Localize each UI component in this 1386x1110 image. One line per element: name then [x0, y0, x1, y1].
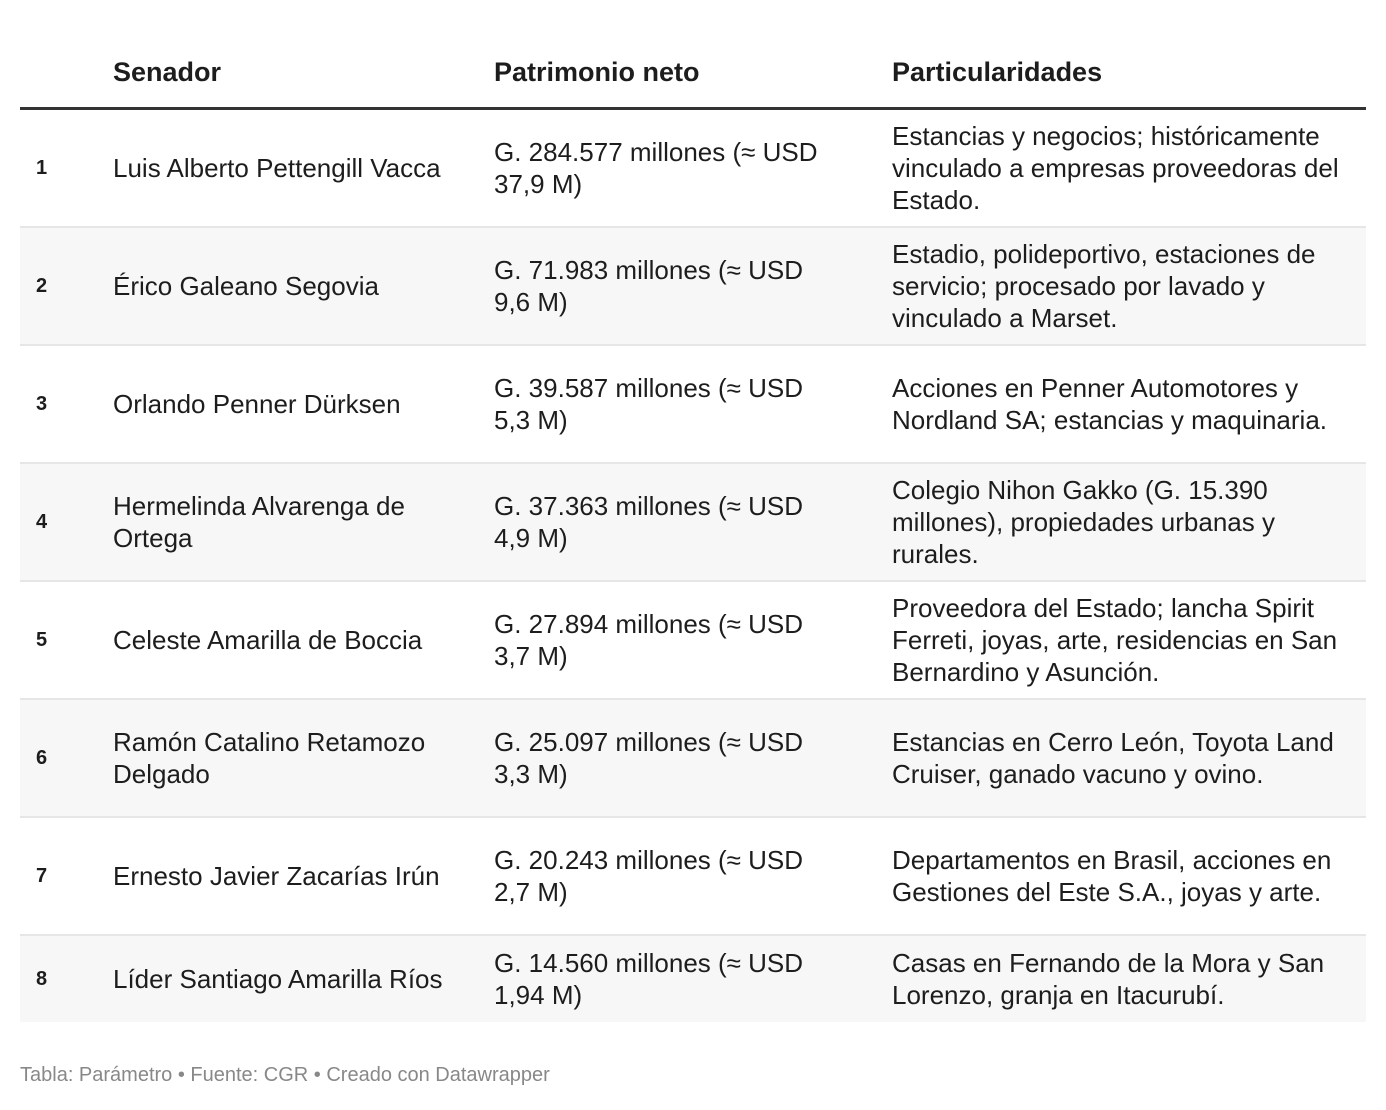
rank-cell: 5 — [36, 629, 48, 651]
patrimonio-cell: G. 27.894 millones (≈ USD 3,7 M) — [494, 609, 804, 671]
header-patrimonio[interactable]: Patrimonio neto — [494, 57, 700, 87]
particularidades-cell: Estancias y negocios; históricamente vin… — [892, 121, 1339, 215]
patrimonio-cell: G. 284.577 millones (≈ USD 37,9 M) — [494, 137, 818, 199]
rank-cell: 1 — [36, 157, 48, 179]
table-row: 1 Luis Alberto Pettengill Vacca G. 284.577… — [20, 110, 1366, 228]
rank-cell: 3 — [36, 393, 48, 415]
particularidades-cell: Colegio Nihon Gakko (G. 15.390 millones)… — [892, 475, 1275, 569]
header-senador[interactable]: Senador — [113, 57, 222, 87]
rank-cell: 8 — [36, 968, 48, 990]
particularidades-cell: Casas en Fernando de la Mora y San Loren… — [892, 948, 1325, 1010]
particularidades-cell: Departamentos en Brasil, acciones en Ges… — [892, 845, 1332, 907]
senador-cell: Celeste Amarilla de Boccia — [113, 625, 423, 655]
patrimonio-cell: G. 20.243 millones (≈ USD 2,7 M) — [494, 845, 804, 907]
table-header: Senador Patrimonio neto Particularidades — [20, 40, 1366, 110]
patrimonio-cell: G. 71.983 millones (≈ USD 9,6 M) — [494, 255, 804, 317]
rank-cell: 7 — [36, 865, 48, 887]
patrimonio-cell: G. 14.560 millones (≈ USD 1,94 M) — [494, 948, 804, 1010]
rank-cell: 6 — [36, 747, 48, 769]
table-row: 5 Celeste Amarilla de Boccia G. 27.894 mil… — [20, 582, 1366, 700]
table-row: 2 Érico Galeano Segovia G. 71.983 millones… — [20, 228, 1366, 346]
patrimonio-cell: G. 39.587 millones (≈ USD 5,3 M) — [494, 373, 804, 435]
senador-cell: Luis Alberto Pettengill Vacca — [113, 153, 441, 183]
particularidades-cell: Estadio, polideportivo, estaciones de se… — [892, 239, 1316, 333]
senador-cell: Orlando Penner Dürksen — [113, 389, 401, 419]
senador-cell: Hermelinda Alvarenga de Ortega — [113, 491, 405, 553]
patrimonio-cell: G. 25.097 millones (≈ USD 3,3 M) — [494, 727, 804, 789]
particularidades-cell: Acciones en Penner Automotores y Nordlan… — [892, 373, 1328, 435]
particularidades-cell: Proveedora del Estado; lancha Spirit Fer… — [892, 593, 1338, 687]
table-row: 3 Orlando Penner Dürksen G. 39.587 millone… — [20, 346, 1366, 464]
senador-cell: Líder Santiago Amarilla Ríos — [113, 964, 443, 994]
particularidades-cell: Estancias en Cerro León, Toyota Land Cru… — [892, 727, 1334, 789]
table-row: 4 Hermelinda Alvarenga de Ortega G. 37.363… — [20, 464, 1366, 582]
table-row: 8 Líder Santiago Amarilla Ríos G. 14.560 m… — [20, 936, 1366, 1022]
senators-table: Senador Patrimonio neto Particularidades… — [20, 40, 1366, 1022]
footer-credits: Tabla: Parámetro • Fuente: CGR • Creado … — [20, 1064, 550, 1086]
patrimonio-cell: G. 37.363 millones (≈ USD 4,9 M) — [494, 491, 804, 553]
senador-cell: Érico Galeano Segovia — [113, 271, 379, 301]
senador-cell: Ernesto Javier Zacarías Irún — [113, 861, 440, 891]
table-body: 1 Luis Alberto Pettengill Vacca G. 284.577… — [20, 110, 1366, 1022]
senador-cell: Ramón Catalino Retamozo Delgado — [113, 727, 426, 789]
header-particularidades[interactable]: Particularidades — [892, 57, 1103, 87]
table-row: 7 Ernesto Javier Zacarías Irún G. 20.243 m… — [20, 818, 1366, 936]
rank-cell: 2 — [36, 275, 48, 297]
table-row: 6 Ramón Catalino Retamozo Delgado G. 25.09… — [20, 700, 1366, 818]
rank-cell: 4 — [36, 511, 48, 533]
